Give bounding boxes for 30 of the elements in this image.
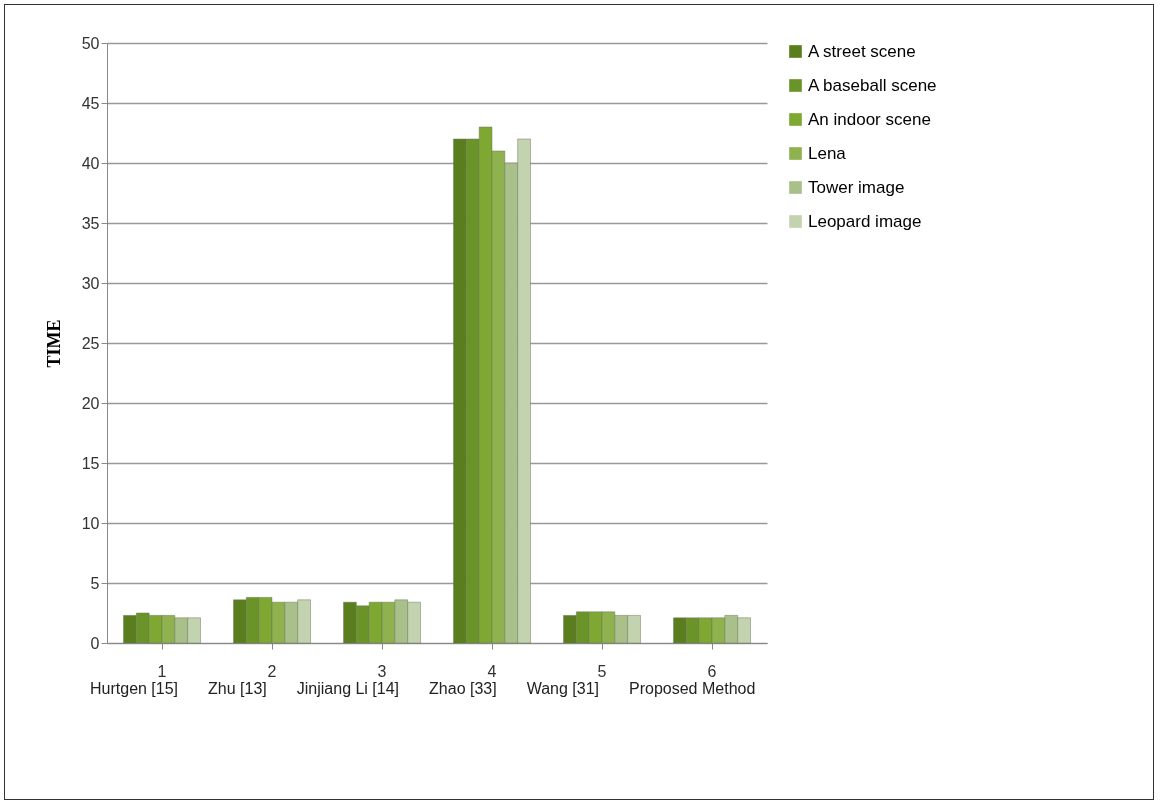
text: Hurtgen [15]	[90, 680, 179, 698]
y-tick-label: 35	[81, 214, 100, 232]
legend-label: Leopard image	[808, 211, 922, 231]
y-tick-label: 40	[81, 154, 100, 172]
text: Jinjiang Li [14]	[296, 680, 400, 698]
y-tick-label: 45	[81, 94, 100, 112]
x-tick-label: 3	[377, 662, 387, 680]
x-tick-label: 5	[597, 662, 607, 680]
text: Wang [31]	[526, 680, 600, 698]
y-tick-label: 10	[81, 514, 100, 532]
legend-label: Tower image	[808, 177, 905, 197]
x-tick-label: 1	[157, 662, 167, 680]
legend-label: An indoor scene	[808, 109, 931, 129]
y-tick-label: 25	[81, 334, 100, 352]
x-tick-label: 4	[487, 662, 497, 680]
x-tick-label: 6	[707, 662, 717, 680]
text: Proposed Method	[629, 680, 756, 698]
y-axis-title: TIME	[43, 319, 64, 368]
y-tick-label: 20	[81, 394, 100, 412]
x-tick-label: 2	[267, 662, 277, 680]
y-tick-label: 50	[81, 34, 100, 52]
legend-label: A baseball scene	[808, 75, 937, 95]
text: Zhu [13]	[208, 680, 267, 698]
y-tick-label: 30	[81, 274, 100, 292]
legend-label: Lena	[808, 143, 847, 163]
legend-label: A street scene	[808, 41, 916, 61]
y-tick-label: 5	[90, 574, 100, 592]
text: Zhao [33]	[429, 680, 497, 698]
y-tick-label: 0	[90, 634, 100, 652]
y-tick-label: 15	[81, 454, 100, 472]
